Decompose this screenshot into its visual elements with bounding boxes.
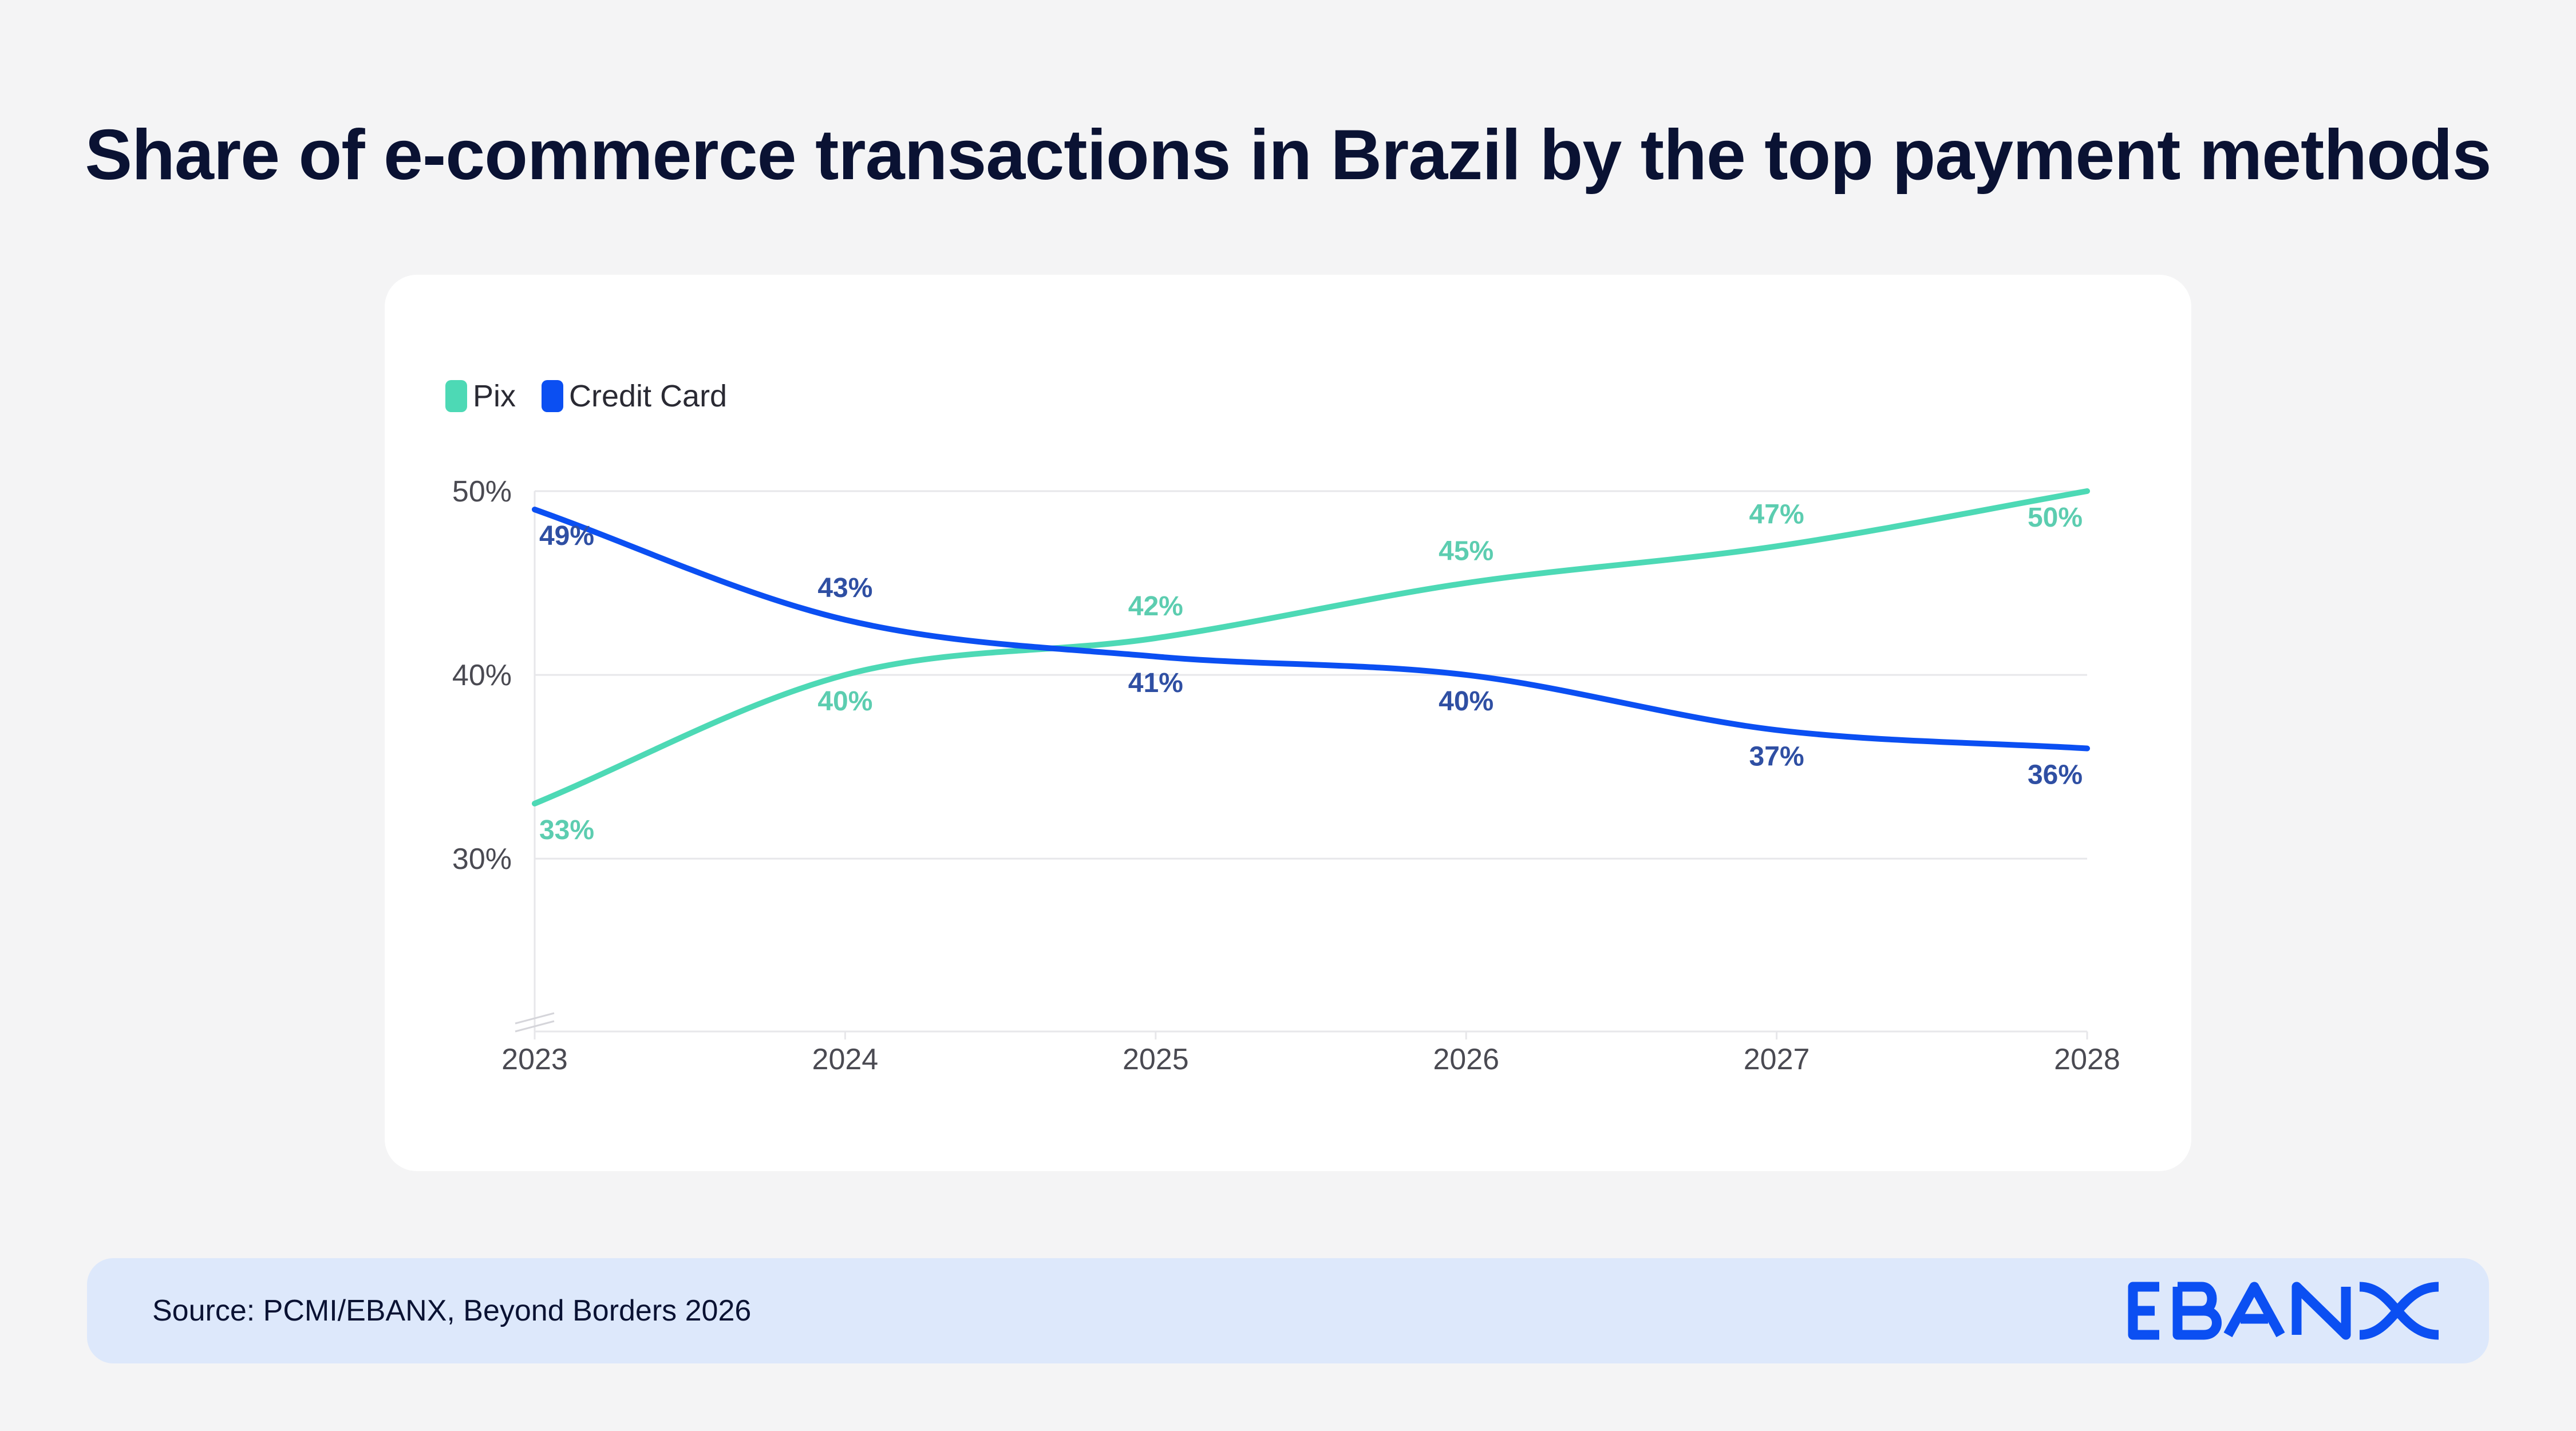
- data-label: 42%: [1128, 591, 1183, 622]
- legend-label-credit-card: Credit Card: [569, 379, 727, 413]
- source-footer: Source: PCMI/EBANX, Beyond Borders 2026: [87, 1258, 2489, 1363]
- source-text: Source: PCMI/EBANX, Beyond Borders 2026: [152, 1294, 752, 1327]
- y-tick-label: 30%: [452, 843, 512, 876]
- data-label: 36%: [2028, 760, 2083, 790]
- data-label: 40%: [1439, 686, 1494, 717]
- series-line-credit-card: [532, 507, 2090, 752]
- x-tick-label: 2023: [501, 1043, 568, 1076]
- chart-card: 30% 40% 50% 2023 2024 2025 2026 2027 2028 33% 40% 4…: [385, 275, 2191, 1171]
- x-tick-label: 2024: [812, 1043, 879, 1076]
- axis-break-mark: [515, 1012, 555, 1025]
- data-label: 45%: [1439, 536, 1494, 567]
- x-tick-label: 2025: [1123, 1043, 1189, 1076]
- data-label: 47%: [1749, 499, 1804, 529]
- legend-swatch: [445, 380, 467, 412]
- y-tick-label: 40%: [452, 659, 512, 692]
- line-chart: 30% 40% 50% 2023 2024 2025 2026 2027 2028 33% 40% 4…: [445, 379, 2120, 1076]
- legend-label-pix: Pix: [473, 379, 516, 413]
- x-tick-label: 2026: [1433, 1043, 1499, 1076]
- x-tick-label: 2028: [2054, 1043, 2120, 1076]
- ebanx-logo: [2128, 1282, 2439, 1340]
- data-label: 37%: [1749, 741, 1804, 772]
- page-title: Share of e-commerce transactions in Braz…: [85, 116, 2491, 195]
- y-tick-label: 50%: [452, 475, 512, 508]
- x-tick-label: 2027: [1744, 1043, 1810, 1076]
- data-label: 50%: [2028, 503, 2083, 533]
- data-label: 33%: [539, 815, 594, 845]
- data-label: 43%: [817, 573, 872, 603]
- legend-swatch: [542, 380, 563, 412]
- data-label: 40%: [817, 686, 872, 717]
- series-line-pix: [532, 488, 2090, 807]
- axis-break-mark: [515, 1020, 555, 1033]
- data-label: 49%: [539, 521, 594, 551]
- data-label: 41%: [1128, 668, 1183, 698]
